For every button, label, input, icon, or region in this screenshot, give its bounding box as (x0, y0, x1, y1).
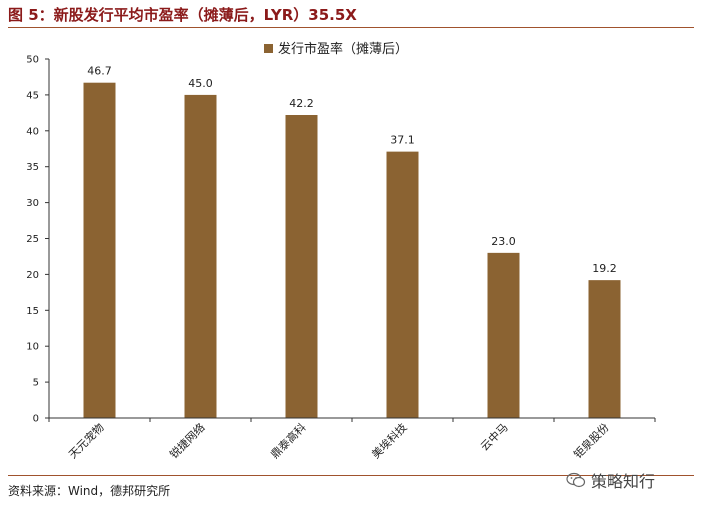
y-tick-label: 35 (26, 162, 39, 173)
y-tick-label: 0 (33, 414, 39, 425)
watermark: 策略知行 (566, 468, 655, 492)
bar-5 (487, 252, 520, 418)
y-axis: 0 5 10 15 20 25 30 35 40 45 50 (26, 55, 50, 425)
legend-swatch (264, 44, 273, 53)
bar-2 (184, 94, 217, 419)
bar-1 (83, 82, 116, 418)
chart-legend: 发行市盈率（摊薄后） (264, 41, 408, 57)
y-tick-label: 5 (33, 378, 39, 389)
bar-value-label: 19.2 (592, 262, 617, 275)
bars-group (83, 82, 621, 419)
y-tick-label: 50 (26, 55, 39, 66)
bar-value-label: 46.7 (87, 65, 112, 78)
y-tick-label: 45 (26, 90, 39, 101)
wechat-icon (566, 472, 586, 488)
x-tick-label: 锐捷网络 (167, 420, 208, 461)
legend-label: 发行市盈率（摊薄后） (278, 41, 408, 57)
y-tick-label: 25 (26, 234, 39, 245)
x-axis: 天元宠物 锐捷网络 鼎泰高科 美埃科技 云中马 钜泉股份 (48, 417, 656, 461)
bar-6 (588, 280, 621, 418)
y-tick-label: 40 (26, 126, 39, 137)
bar-value-label: 42.2 (289, 97, 314, 110)
source-note: 资料来源：Wind，德邦研究所 (8, 484, 171, 498)
x-tick-label: 美埃科技 (369, 420, 410, 461)
bar-4 (386, 151, 419, 418)
bar-chart: 发行市盈率（摊薄后） 46.7 45.0 42.2 37.1 23.0 19.2 0 5 10… (26, 41, 656, 461)
x-tick-label: 天元宠物 (66, 420, 107, 461)
y-tick-label: 20 (26, 270, 39, 281)
watermark-text: 策略知行 (591, 472, 656, 491)
y-tick-label: 30 (26, 198, 39, 209)
bar-3 (285, 115, 318, 418)
footer-divider (8, 475, 694, 476)
y-tick-label: 10 (26, 342, 39, 353)
bar-labels-group: 46.7 45.0 42.2 37.1 23.0 19.2 (87, 65, 617, 275)
x-tick-label: 钜泉股份 (571, 420, 612, 461)
title-divider (8, 27, 694, 28)
figure-title: 图 5：新股发行平均市盈率（摊薄后，LYR）35.5X (8, 6, 357, 24)
bar-value-label: 37.1 (390, 134, 415, 147)
bar-value-label: 23.0 (491, 235, 516, 248)
x-tick-label: 鼎泰高科 (268, 420, 309, 461)
x-tick-label: 云中马 (478, 421, 511, 454)
bar-value-label: 45.0 (188, 77, 213, 90)
y-tick-label: 15 (26, 306, 39, 317)
